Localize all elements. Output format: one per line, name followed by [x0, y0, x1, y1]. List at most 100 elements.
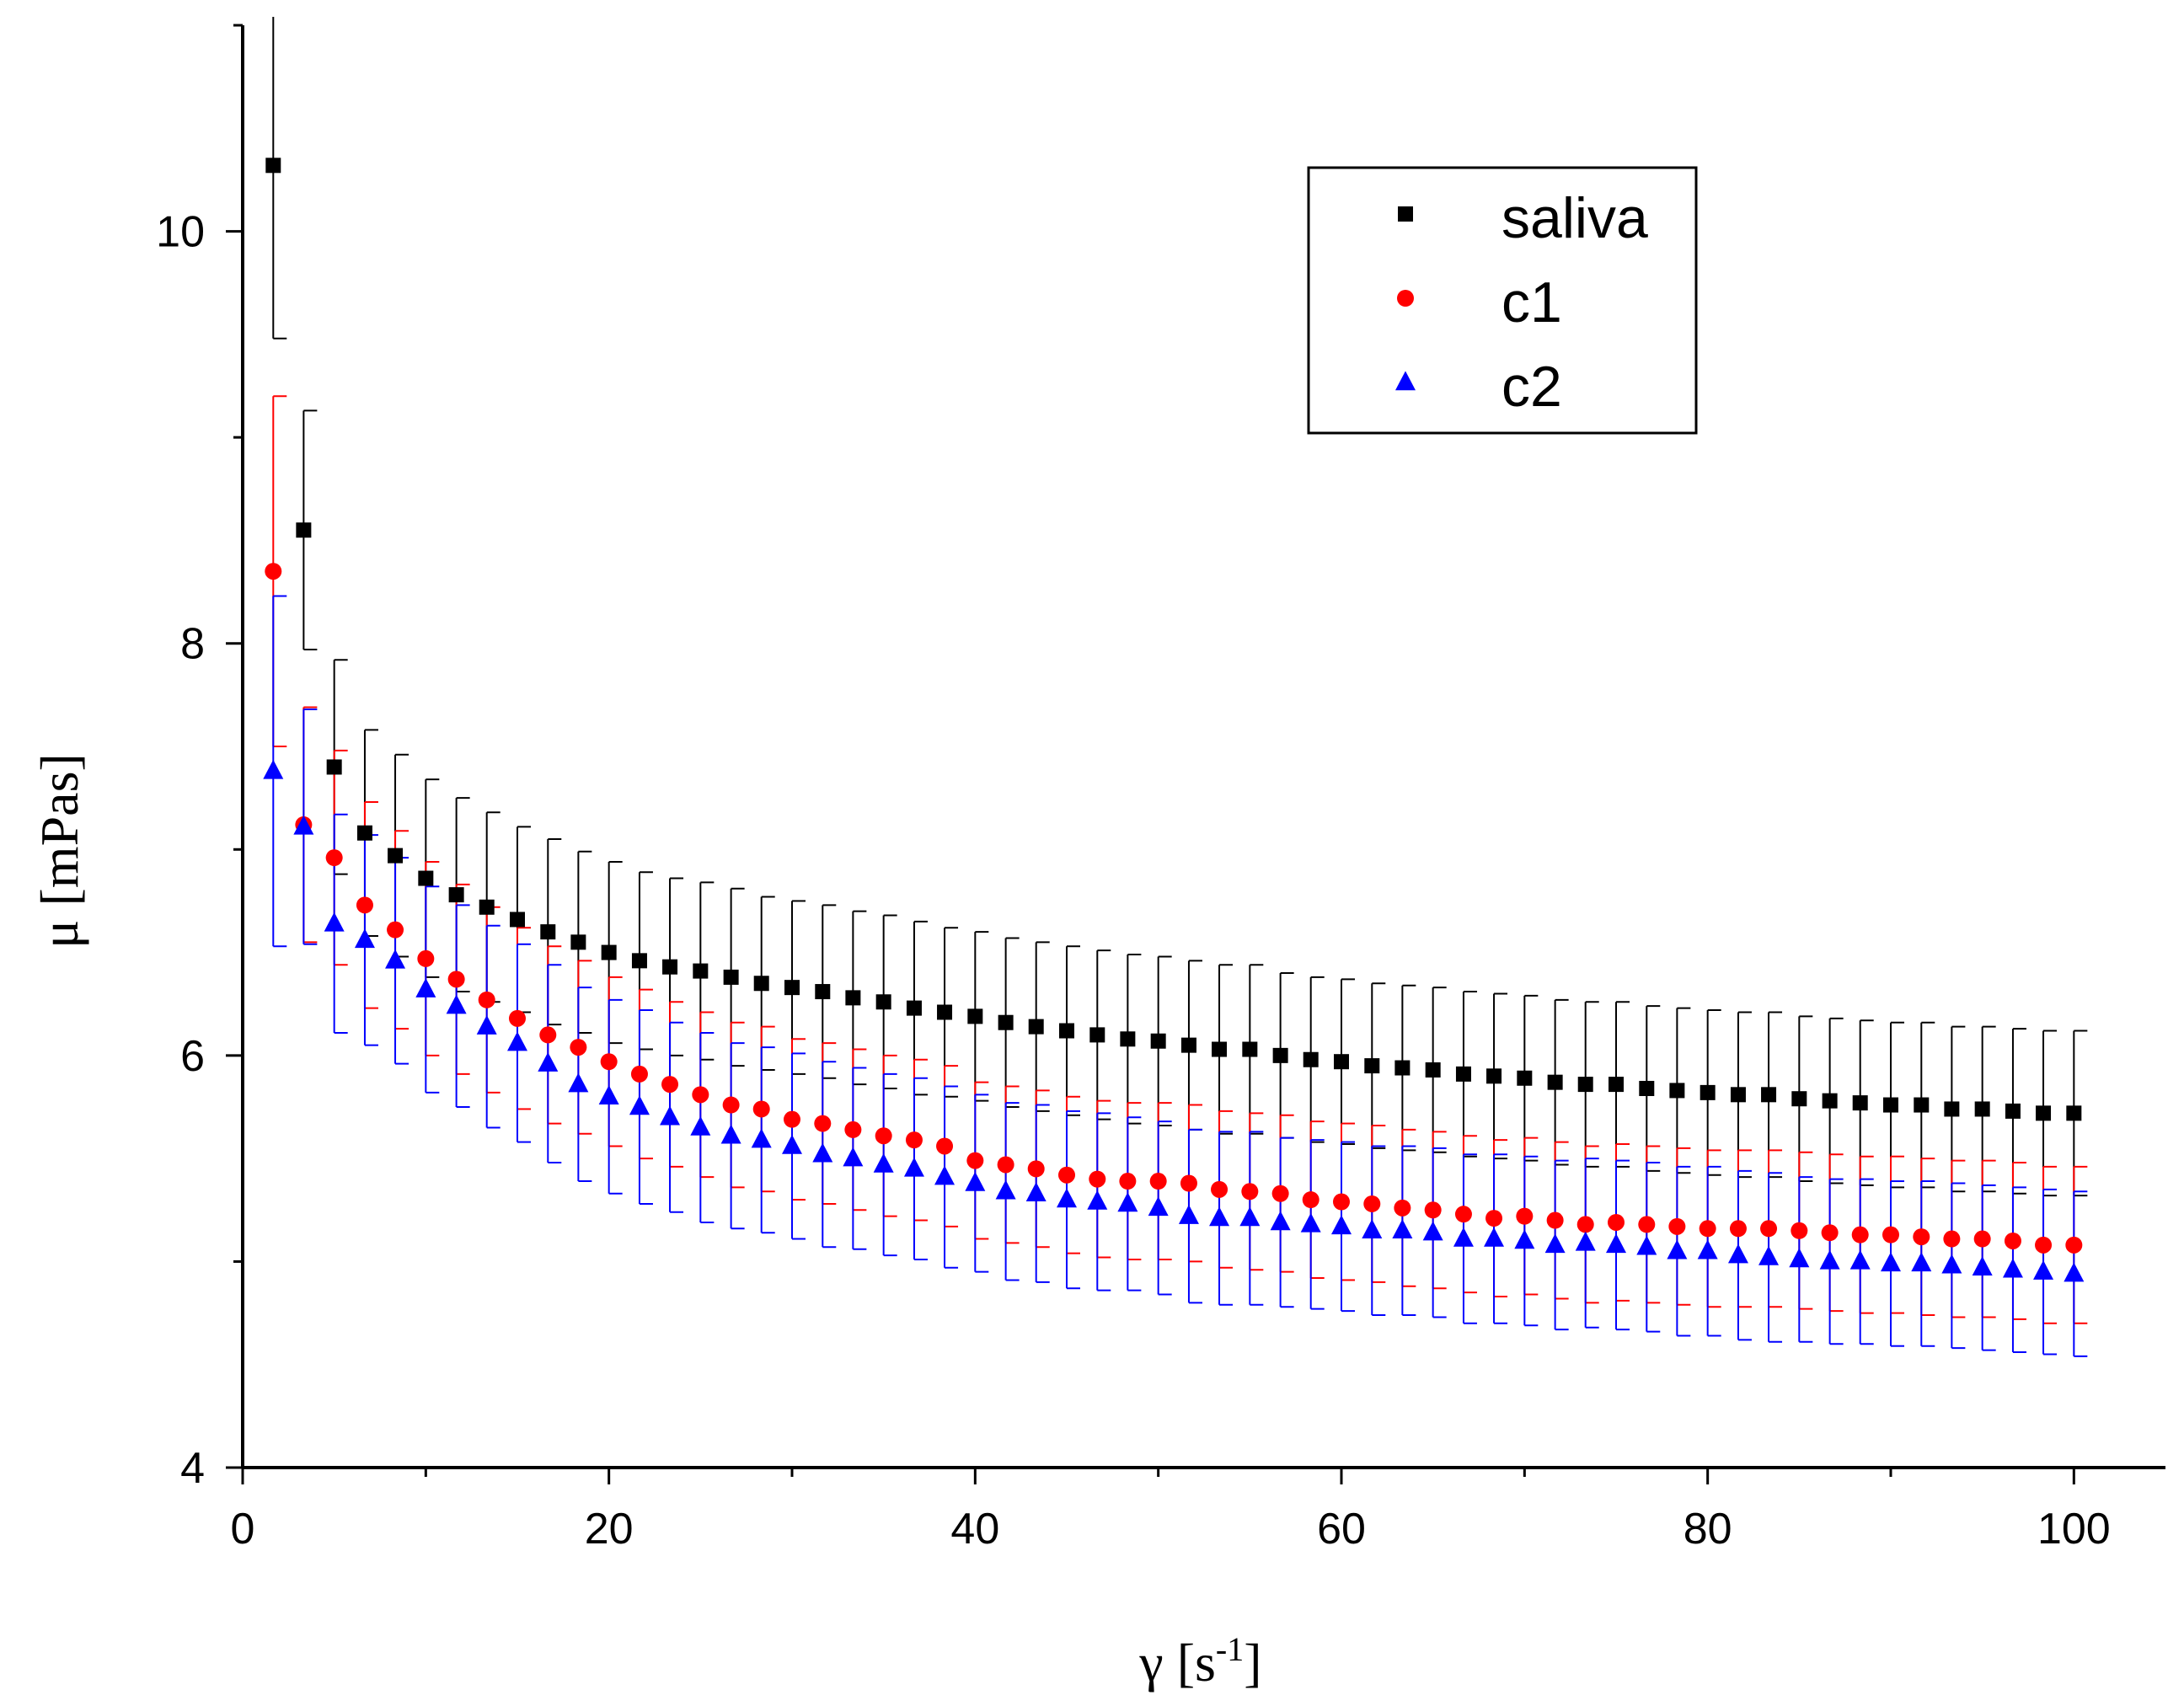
c2-point [1331, 1215, 1352, 1235]
saliva-point [753, 976, 769, 992]
saliva-point [1425, 1062, 1441, 1078]
c2-point [1789, 1248, 1810, 1268]
saliva-point [418, 870, 434, 886]
c1-point [844, 1120, 862, 1138]
saliva-point [845, 990, 861, 1006]
saliva-point [1180, 1037, 1196, 1053]
c1-point [2065, 1236, 2083, 1254]
c2-point [782, 1134, 802, 1154]
c1-point [1211, 1180, 1228, 1198]
c1-point [1058, 1166, 1075, 1184]
saliva-point [1730, 1087, 1746, 1103]
c2-point [446, 994, 467, 1014]
legend-label-c2: c2 [1502, 355, 1562, 419]
c2-point [1514, 1229, 1535, 1249]
c1-point [1729, 1220, 1747, 1238]
c1-point [814, 1115, 832, 1132]
saliva-point [1334, 1054, 1349, 1070]
x-axis-symbol: γ [1138, 1633, 1163, 1693]
y-tick-label: 6 [180, 1032, 205, 1081]
legend-box [1307, 166, 1698, 435]
c1-point [387, 921, 404, 939]
c1-point [905, 1131, 923, 1149]
c2-point [263, 759, 284, 779]
c2-point [1881, 1252, 1901, 1272]
c2-point [1636, 1235, 1657, 1255]
c2-point [1667, 1239, 1688, 1259]
c1-point [1271, 1185, 1289, 1202]
legend-label-saliva: saliva [1502, 186, 1648, 250]
c2-point [1758, 1245, 1780, 1265]
saliva-point [784, 980, 800, 996]
c1-point [1485, 1210, 1503, 1227]
c1-point [1149, 1173, 1167, 1190]
saliva-point [1639, 1080, 1655, 1096]
c2-point [1392, 1219, 1413, 1238]
c2-point [1057, 1188, 1077, 1208]
c2-point [903, 1157, 924, 1177]
saliva-point [388, 848, 404, 864]
c1-point [1027, 1160, 1045, 1178]
tick-labels: 0 20 40 60 80 100 4 6 8 10 [156, 208, 2111, 1554]
c2-point [2064, 1262, 2085, 1282]
axes [226, 24, 2165, 1484]
c2-point [660, 1105, 681, 1126]
saliva-point [1577, 1077, 1593, 1093]
c2-point [1362, 1219, 1383, 1238]
c2-point [507, 1031, 527, 1051]
x-tick-label: 100 [2037, 1505, 2111, 1554]
c2-point [1025, 1182, 1046, 1201]
c1-point [356, 896, 373, 914]
saliva-point [510, 912, 525, 928]
c1-point [600, 1053, 618, 1071]
c1-point [692, 1086, 709, 1104]
saliva-point [1486, 1068, 1502, 1084]
c1-point [1302, 1191, 1320, 1209]
saliva-point [1761, 1087, 1777, 1103]
c2-point [354, 928, 375, 949]
c1-point [1394, 1199, 1411, 1217]
c1-point [875, 1127, 892, 1145]
c1-point [1851, 1226, 1869, 1243]
c1-point [661, 1076, 679, 1094]
c1-point [1089, 1170, 1106, 1188]
c1-point [966, 1152, 984, 1169]
c2-point [1575, 1231, 1596, 1251]
c1-point [265, 563, 282, 580]
c2-point [598, 1085, 619, 1105]
c1-point [1821, 1224, 1839, 1242]
c2-point [751, 1128, 772, 1148]
c1-point [539, 1026, 557, 1044]
c1-point [1180, 1174, 1197, 1192]
data-markers [263, 158, 2085, 1282]
c2-point [1911, 1252, 1932, 1272]
c2-point [1148, 1196, 1169, 1217]
c1-point [1516, 1207, 1534, 1225]
saliva-point [1028, 1019, 1044, 1035]
saliva-point [1089, 1027, 1105, 1043]
c1-point [1791, 1222, 1808, 1239]
saliva-point [1212, 1041, 1228, 1057]
c2-point [1727, 1243, 1748, 1264]
saliva-point [1669, 1083, 1685, 1099]
saliva-point [601, 944, 617, 960]
saliva-point [448, 887, 464, 903]
c1-point [1638, 1216, 1656, 1233]
c2-point [1606, 1233, 1626, 1254]
c1-point [2035, 1236, 2053, 1254]
saliva-point [296, 522, 312, 538]
c2-point [995, 1179, 1016, 1200]
saliva-point [1822, 1093, 1838, 1109]
c2-point [1484, 1227, 1505, 1247]
saliva-point [1883, 1097, 1898, 1113]
c1-point [1333, 1193, 1350, 1211]
c1-point [1699, 1220, 1716, 1238]
c2-point [1697, 1239, 1718, 1259]
y-tick-label: 10 [156, 208, 205, 257]
saliva-point [570, 934, 586, 950]
c1-point [630, 1065, 648, 1083]
y-tick-label: 8 [180, 620, 205, 669]
saliva-point [998, 1014, 1014, 1030]
saliva-point [1272, 1047, 1288, 1063]
